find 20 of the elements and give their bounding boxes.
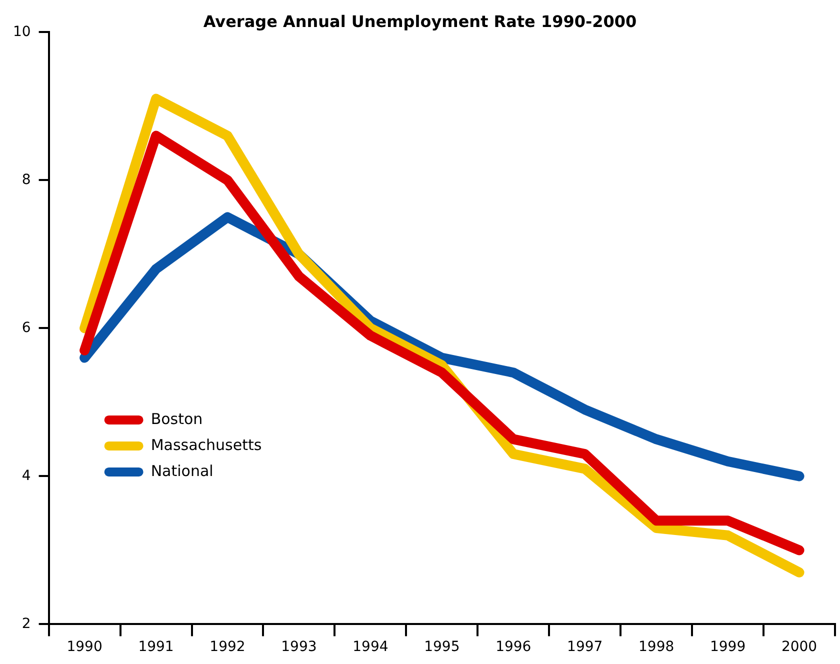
x-tick-label: 1993 (281, 639, 317, 656)
x-tick-label: 1995 (424, 639, 460, 656)
legend-label: Massachusetts (150, 436, 262, 454)
y-tick-label: 10 (12, 24, 31, 40)
y-tick-label: 8 (22, 172, 31, 188)
x-tick-label: 2000 (781, 639, 818, 656)
chart-title: Average Annual Unemployment Rate 1990-2000 (203, 12, 637, 31)
x-tick-label: 1996 (496, 639, 532, 656)
x-tick-label: 1994 (352, 639, 388, 656)
y-tick-label: 4 (22, 468, 31, 484)
x-tick-label: 1992 (210, 639, 246, 656)
x-tick-label: 1998 (638, 639, 674, 656)
x-tick-label: 1999 (710, 639, 746, 656)
x-tick-label: 1991 (138, 639, 174, 656)
legend-label: National (150, 462, 214, 480)
y-tick-label: 2 (22, 616, 31, 632)
y-tick-label: 6 (22, 320, 31, 336)
x-tick-label: 1997 (567, 639, 603, 656)
x-tick-label: 1990 (66, 639, 102, 656)
legend-label: Boston (150, 410, 203, 428)
